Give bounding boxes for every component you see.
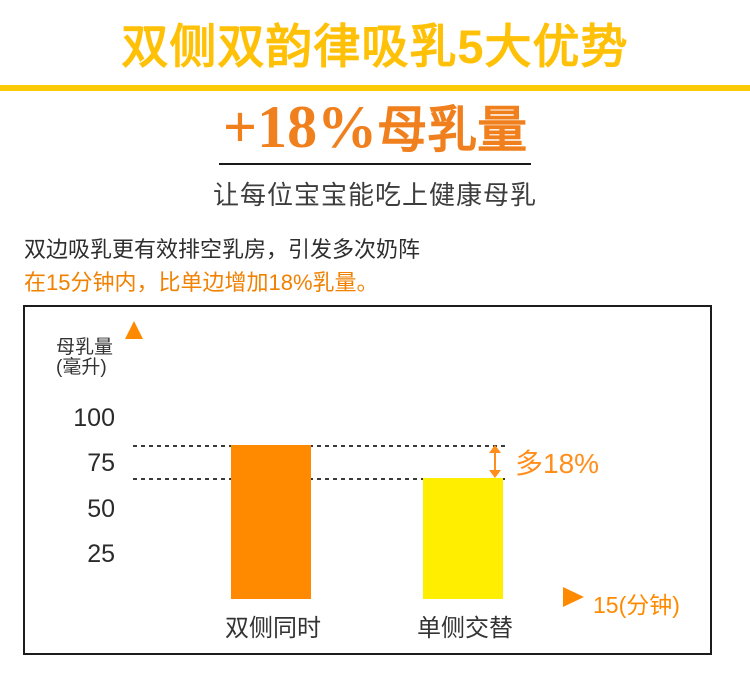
y-axis-title: 母乳量 (毫升)	[56, 338, 113, 378]
arrow-head-up	[489, 445, 501, 453]
x-label-double-sided: 双侧同时	[225, 615, 321, 642]
y-axis-title-line1: 母乳量	[56, 337, 114, 358]
headline-text: 母乳量	[377, 102, 528, 158]
bar-chart: 母乳量 (毫升) 100 75 50 25 多18% 双侧同时 单侧交替 15(…	[23, 305, 712, 655]
y-axis-arrow-icon	[125, 321, 143, 339]
headline-wrap: +18%母乳量	[0, 96, 750, 165]
intro-line-2: 在15分钟内，比单边增加18%乳量。	[24, 270, 379, 295]
subheadline: 让每位宝宝能吃上健康母乳	[212, 180, 537, 210]
headline-number: +18%	[222, 94, 378, 160]
page-title: 双侧双韵律吸乳5大优势	[121, 20, 629, 73]
x-axis-label: 15(分钟)	[593, 592, 680, 618]
intro-paragraph: 双边吸乳更有效排空乳房，引发多次奶阵 在15分钟内，比单边增加18%乳量。	[24, 233, 420, 299]
bar-double-sided	[231, 445, 311, 599]
arrow-head-down	[489, 470, 501, 478]
y-tick-50: 50	[87, 495, 115, 523]
increase-arrow-icon	[488, 445, 502, 478]
guide-line-bar1-top	[133, 445, 505, 447]
guide-line-bar2-top	[133, 478, 505, 480]
intro-line-1: 双边吸乳更有效排空乳房，引发多次奶阵	[24, 237, 421, 262]
increase-annotation: 多18%	[515, 447, 600, 479]
y-tick-25: 25	[87, 540, 115, 568]
x-axis-arrow-icon	[563, 587, 584, 607]
header-divider	[0, 85, 750, 91]
x-label-single-sided: 单侧交替	[417, 615, 513, 642]
headline: +18%母乳量	[218, 94, 532, 165]
arrow-shaft	[494, 453, 496, 470]
y-tick-100: 100	[73, 404, 115, 432]
y-tick-75: 75	[87, 449, 115, 477]
bar-single-sided	[423, 478, 503, 599]
y-axis-title-line2: (毫升)	[56, 357, 107, 378]
